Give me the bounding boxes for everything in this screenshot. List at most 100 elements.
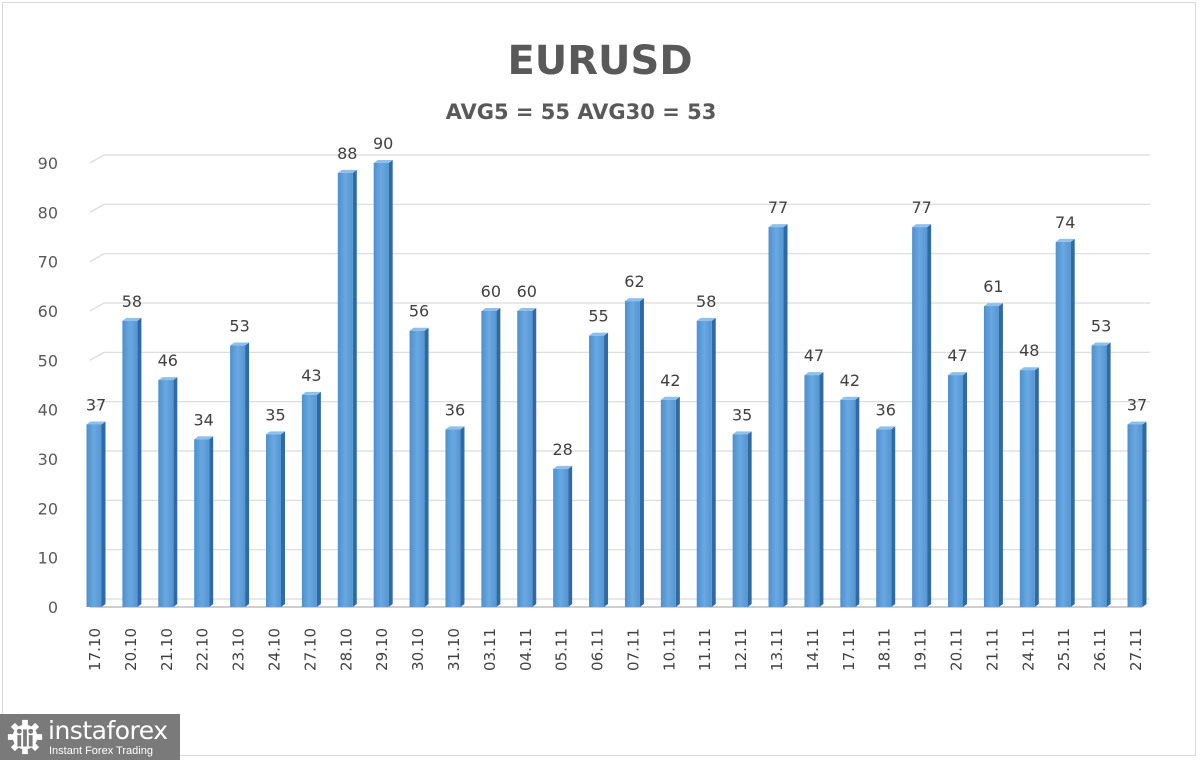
bar	[624, 298, 644, 607]
x-tick-label: 22.10	[194, 628, 212, 671]
x-tick-label: 27.10	[301, 628, 319, 671]
gridline-depth	[89, 154, 105, 164]
x-tick-label: 24.11	[1019, 628, 1037, 671]
bar	[265, 431, 285, 607]
bar-value-label: 77	[768, 198, 788, 217]
x-tick-label: 03.11	[481, 628, 499, 671]
gridline-depth	[89, 302, 105, 312]
bar	[983, 303, 1003, 607]
x-tick-label: 25.11	[1055, 628, 1073, 671]
y-axis: 0 10 20 30 40 50 60 70 80 90	[38, 154, 58, 617]
y-tick-label: 20	[38, 499, 58, 518]
bar	[1019, 367, 1039, 607]
x-tick-label: 30.10	[409, 628, 427, 671]
y-tick-label: 10	[38, 549, 58, 568]
x-tick-label: 05.11	[553, 628, 571, 671]
y-tick-label: 70	[38, 253, 58, 272]
x-tick-label: 21.10	[158, 628, 176, 671]
watermark-tagline: Instant Forex Trading	[49, 745, 153, 757]
bar-value-label: 53	[229, 317, 249, 336]
x-tick-label: 23.10	[230, 628, 248, 671]
gridline-depth	[89, 401, 105, 411]
bar-value-label: 28	[552, 440, 572, 459]
bar-value-label: 56	[409, 302, 429, 321]
bar	[732, 431, 752, 607]
gridline-depth	[89, 203, 105, 213]
x-tick-label: 28.10	[337, 628, 355, 671]
bar-value-label: 43	[301, 366, 321, 385]
x-axis: 17.10 20.10 21.10 22.10 23.10 24.10 27.10 28.10…	[86, 628, 1145, 671]
gridline-depth	[89, 253, 105, 263]
bar	[912, 224, 932, 607]
bar	[301, 391, 321, 607]
bar-value-label: 88	[337, 144, 357, 163]
x-tick-label: 06.11	[589, 628, 607, 671]
x-tick-label: 31.10	[445, 628, 463, 671]
bar-value-label: 35	[265, 405, 285, 424]
bar-value-label: 36	[876, 400, 896, 419]
bar	[445, 426, 465, 607]
bar	[840, 396, 860, 607]
bar-value-label: 58	[696, 292, 716, 311]
gear-logo-icon	[7, 719, 43, 755]
watermark-brand: instaforex	[48, 716, 168, 745]
bar-value-label: 90	[373, 134, 393, 153]
bar-value-label: 36	[445, 400, 465, 419]
x-tick-label: 20.11	[948, 628, 966, 671]
y-tick-label: 60	[38, 302, 58, 321]
bars: 37 58 46 34 53 35 43 88 90 56 36 60 60 28 55 62 42 58 35 77…	[86, 134, 1147, 607]
bar-value-label: 48	[1019, 341, 1039, 360]
bar	[1055, 238, 1075, 607]
bar-value-label: 35	[732, 405, 752, 424]
x-tick-label: 13.11	[768, 628, 786, 671]
bar-value-label: 55	[588, 307, 608, 326]
bar	[1127, 421, 1147, 607]
bar-value-label: 60	[481, 282, 501, 301]
x-tick-label: 20.10	[122, 628, 140, 671]
bar-value-label: 60	[517, 282, 537, 301]
bar-value-label: 74	[1055, 213, 1075, 232]
bar	[337, 169, 357, 607]
bar	[194, 436, 214, 607]
bar-value-label: 77	[911, 198, 931, 217]
bar	[517, 308, 537, 607]
bar	[122, 317, 142, 607]
bar	[86, 421, 106, 607]
bar	[696, 317, 716, 607]
bar-value-label: 47	[947, 346, 967, 365]
x-tick-label: 17.11	[840, 628, 858, 671]
chart-subtitle: AVG5 = 55 AVG30 = 53	[445, 100, 717, 124]
bar	[948, 372, 968, 607]
bar	[1091, 342, 1111, 607]
x-tick-label: 12.11	[732, 628, 750, 671]
y-tick-label: 80	[38, 203, 58, 222]
bar-value-label: 37	[86, 395, 106, 414]
y-tick-label: 50	[38, 351, 58, 370]
x-tick-label: 24.10	[265, 628, 283, 671]
x-tick-label: 17.10	[86, 628, 104, 671]
x-tick-label: 19.11	[912, 628, 930, 671]
bar	[660, 396, 680, 607]
instaforex-watermark: instaforex Instant Forex Trading	[0, 714, 180, 760]
x-tick-label: 27.11	[1127, 628, 1145, 671]
bar-value-label: 42	[840, 371, 860, 390]
gridline-depth	[89, 351, 105, 361]
x-tick-label: 04.11	[517, 628, 535, 671]
x-tick-label: 18.11	[876, 628, 894, 671]
bar	[589, 332, 609, 607]
bar-value-label: 61	[983, 277, 1003, 296]
x-tick-label: 29.10	[373, 628, 391, 671]
chart-title: EURUSD	[507, 38, 693, 84]
bar-value-label: 42	[660, 371, 680, 390]
bar	[158, 377, 178, 607]
x-tick-label: 26.11	[1091, 628, 1109, 671]
y-tick-label: 0	[48, 598, 58, 617]
bar	[373, 160, 393, 607]
y-tick-label: 30	[38, 450, 58, 469]
x-tick-label: 10.11	[660, 628, 678, 671]
bar-value-label: 53	[1091, 317, 1111, 336]
bar	[409, 327, 429, 607]
x-tick-label: 21.11	[983, 628, 1001, 671]
